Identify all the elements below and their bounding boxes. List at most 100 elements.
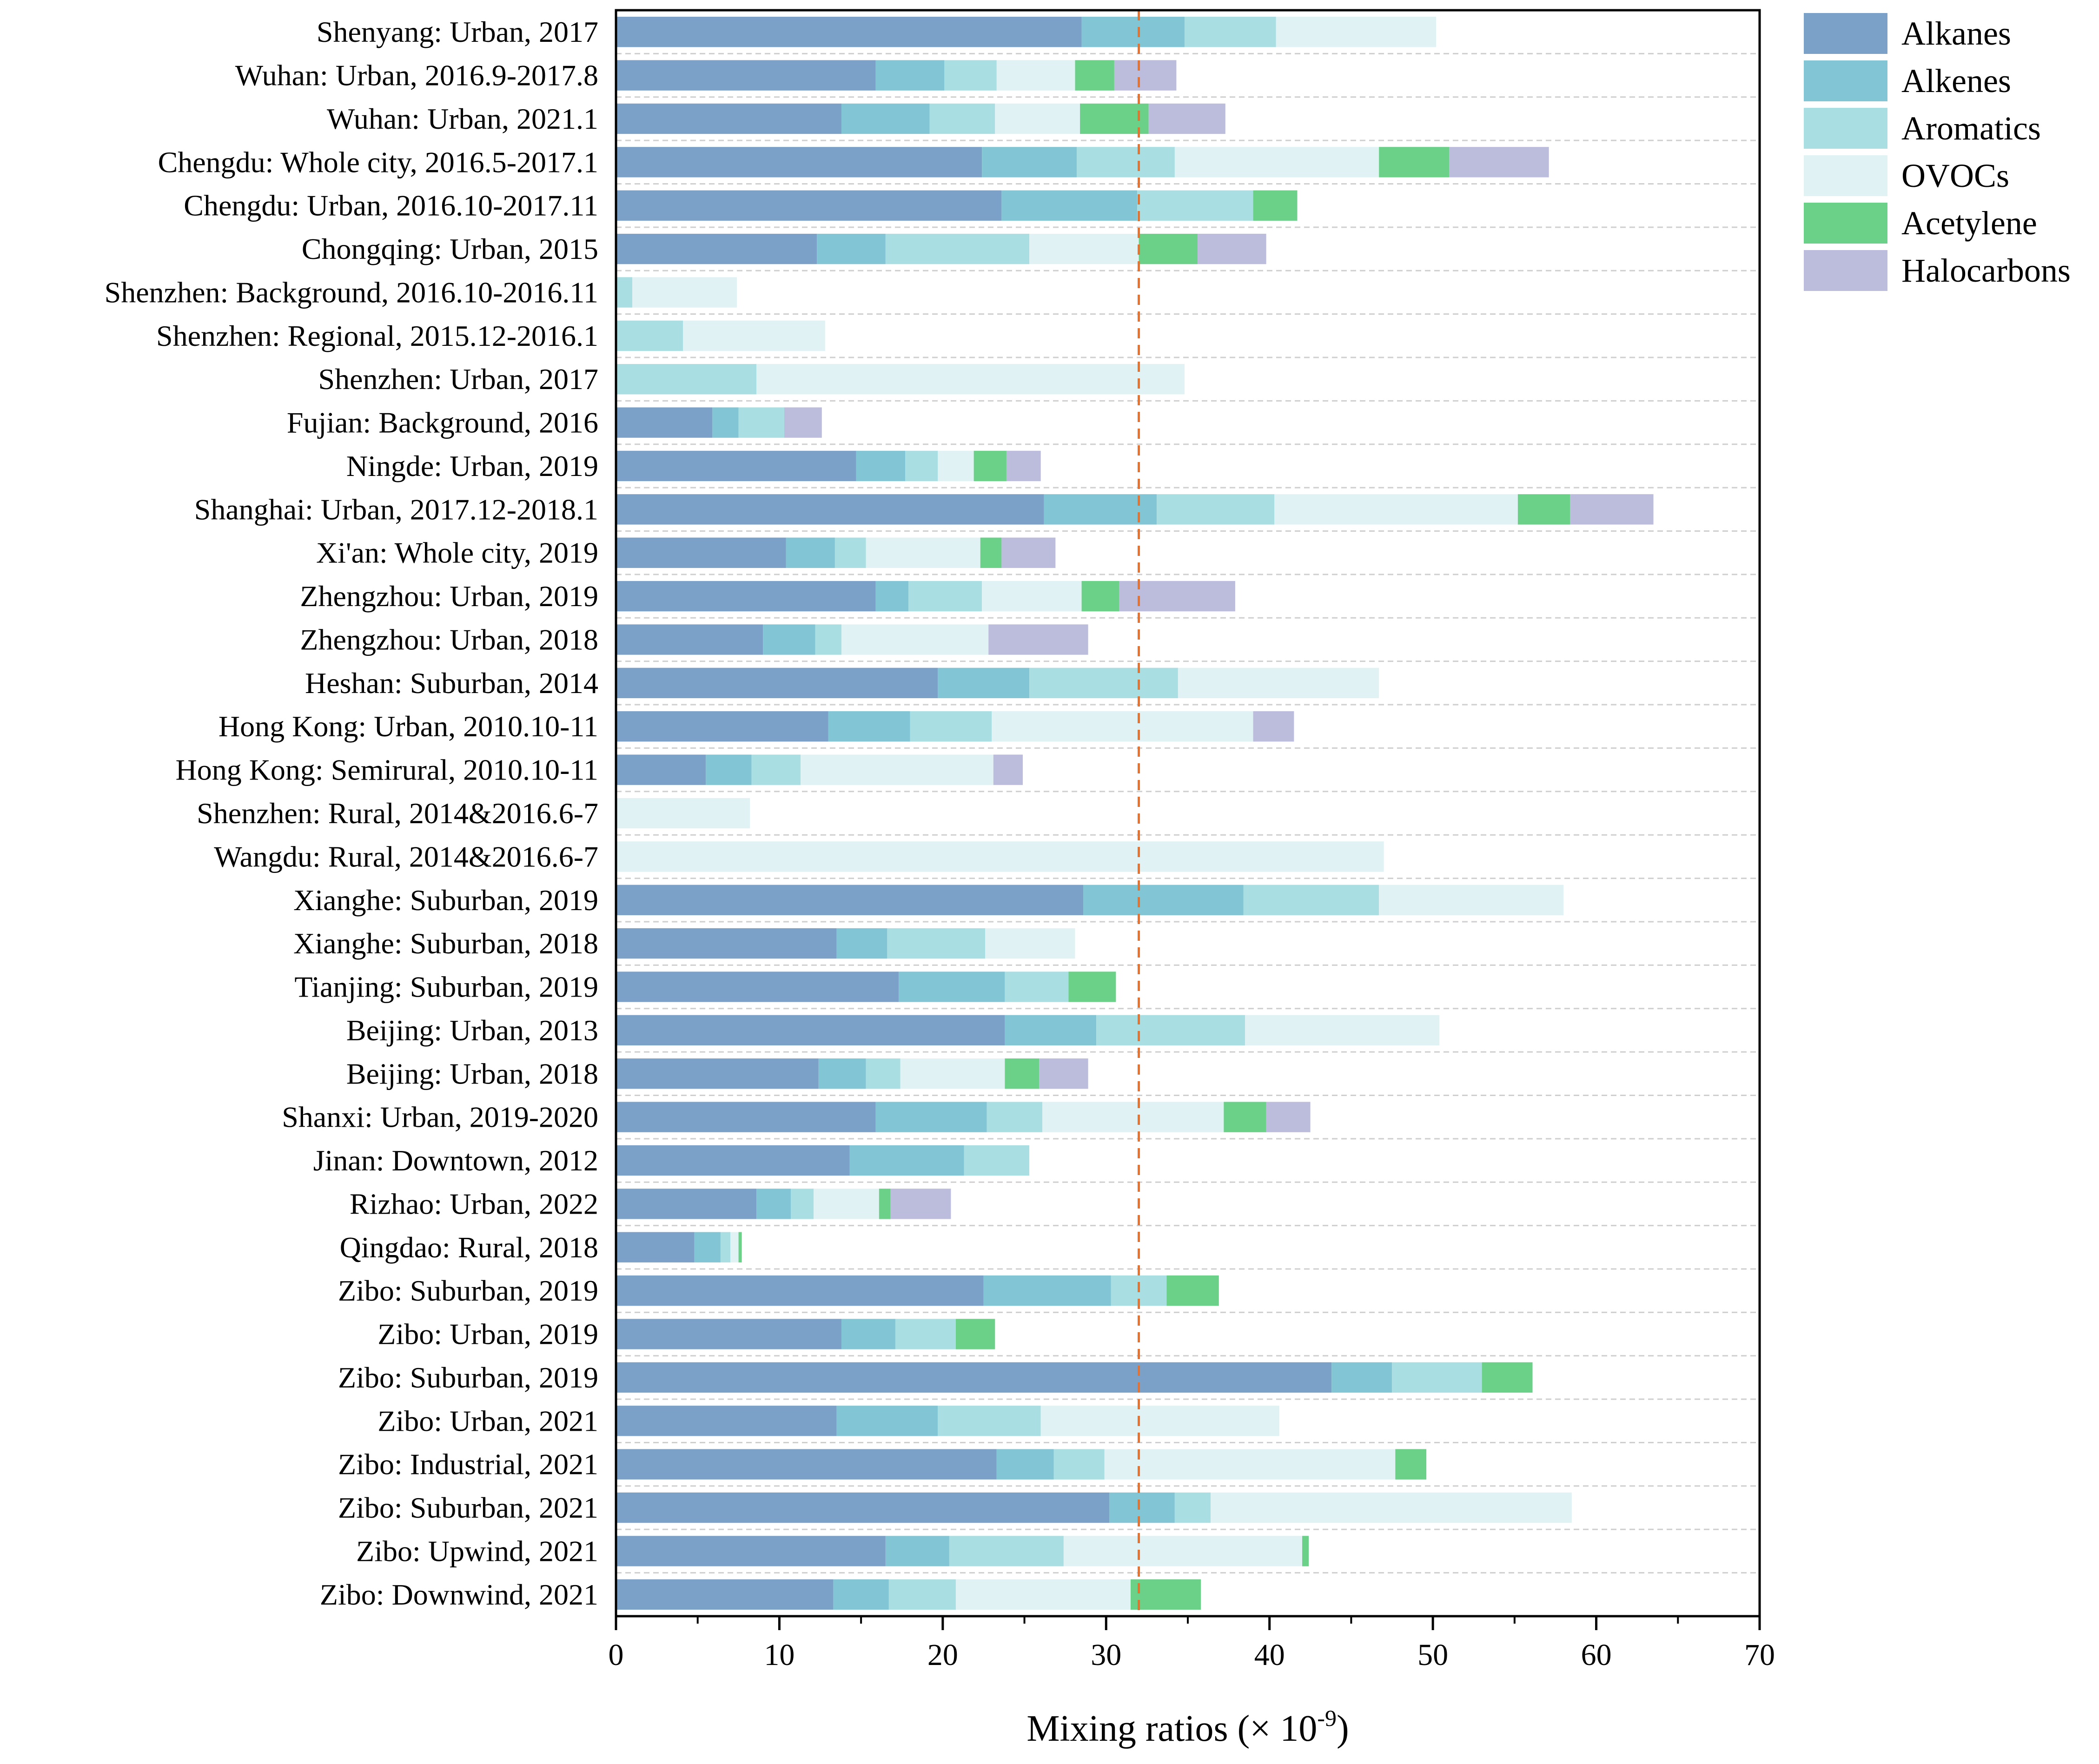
- bar-segment-aromatics: [1243, 885, 1379, 915]
- x-axis: 0 10 20 30 40 50 60 70: [609, 1616, 1775, 1672]
- category-label: Chengdu: Whole city, 2016.5-2017.1: [158, 145, 598, 178]
- bar-segment-ovocs: [1029, 233, 1139, 264]
- bar-segment-alkenes: [756, 1189, 791, 1219]
- category-label: Zibo: Suburban, 2019: [338, 1274, 598, 1307]
- bar-segment-acetylene: [973, 450, 1006, 482]
- bar-segment-halocarbons: [993, 754, 1023, 785]
- bar-segment-aromatics: [1053, 1449, 1105, 1480]
- bar-segment-aromatics: [944, 60, 997, 91]
- category-label: Chengdu: Urban, 2016.10-2017.11: [184, 189, 598, 222]
- bar-segment-ovocs: [1276, 17, 1437, 47]
- category-label: Shenzhen: Regional, 2015.12-2016.1: [156, 319, 598, 352]
- legend-label: Acetylene: [1901, 205, 2037, 242]
- category-label: Zibo: Upwind, 2021: [356, 1534, 598, 1567]
- bar-segment-alkanes: [616, 711, 828, 742]
- category-label: Beijing: Urban, 2013: [346, 1014, 598, 1047]
- category-label: Xi'an: Whole city, 2019: [316, 536, 598, 569]
- bar-segment-alkanes: [616, 1449, 997, 1480]
- bar-segment-ovocs: [866, 537, 980, 568]
- category-label: Zibo: Suburban, 2019: [338, 1361, 598, 1394]
- bar-segment-aromatics: [987, 1102, 1043, 1132]
- bar-segment-aromatics: [1029, 667, 1178, 699]
- bar-segment-alkanes: [616, 1015, 1005, 1046]
- bar-segment-aromatics: [720, 1232, 730, 1262]
- bar-segment-ovocs: [756, 364, 1185, 395]
- bar-segment-alkanes: [616, 754, 706, 785]
- bar-segment-ovocs: [730, 1232, 739, 1262]
- bar-segment-alkenes: [694, 1232, 721, 1262]
- category-label: Wuhan: Urban, 2021.1: [327, 102, 598, 135]
- bar-segment-alkanes: [616, 1058, 819, 1089]
- bar-segment-aromatics: [938, 1406, 1041, 1436]
- legend-swatch-alkenes: [1804, 60, 1887, 101]
- bar-segment-alkanes: [616, 971, 899, 1002]
- bar-segment-acetylene: [738, 1232, 742, 1262]
- bar-segment-alkenes: [841, 103, 930, 134]
- bar-segment-halocarbons: [1119, 581, 1235, 612]
- bar-segment-ovocs: [1063, 1536, 1302, 1566]
- bar-segment-aromatics: [815, 624, 841, 655]
- bar-segment-aromatics: [834, 537, 866, 568]
- x-tick-label: 40: [1254, 1638, 1285, 1672]
- bar-segment-alkanes: [616, 1362, 1332, 1393]
- bar-segment-ovocs: [1211, 1492, 1572, 1523]
- bar-segment-alkenes: [712, 407, 739, 438]
- bar-segment-alkanes: [616, 1406, 837, 1436]
- bar-segment-halocarbons: [1039, 1058, 1088, 1089]
- bar-segment-alkanes: [616, 233, 817, 264]
- category-label: Chongqing: Urban, 2015: [302, 232, 598, 265]
- bar-segment-alkenes: [836, 1406, 938, 1436]
- bar-segment-alkanes: [616, 450, 856, 482]
- bar-segment-aromatics: [616, 320, 683, 351]
- bar-segment-alkanes: [616, 494, 1044, 525]
- bar-segment-alkenes: [938, 667, 1030, 699]
- gridlines: [616, 53, 1760, 1574]
- bar-segment-alkanes: [616, 407, 713, 438]
- bar-segment-aromatics: [616, 364, 757, 395]
- category-label: Wangdu: Rural, 2014&2016.6-7: [214, 840, 598, 873]
- bar-segment-ovocs: [616, 798, 750, 829]
- bar-segment-alkenes: [1081, 17, 1185, 47]
- category-label: Zibo: Urban, 2019: [377, 1318, 598, 1351]
- bar-segment-ovocs: [1274, 494, 1518, 525]
- bar-segment-alkanes: [616, 885, 1084, 915]
- bar-segment-alkenes: [856, 450, 906, 482]
- category-label: Shenzhen: Rural, 2014&2016.6-7: [197, 797, 598, 830]
- bar-segment-alkenes: [763, 624, 815, 655]
- bar-segment-alkenes: [836, 928, 887, 959]
- bar-segment-alkanes: [616, 190, 1002, 221]
- bar-segment-aromatics: [885, 233, 1030, 264]
- bar-segment-ovocs: [616, 841, 1384, 872]
- bar-segment-halocarbons: [1570, 494, 1654, 525]
- x-tick-label: 70: [1744, 1638, 1775, 1672]
- bar-segment-alkanes: [616, 928, 837, 959]
- bar-segment-aromatics: [1137, 190, 1253, 221]
- bar-segment-ovocs: [632, 277, 737, 308]
- bar-segment-alkanes: [616, 1492, 1110, 1523]
- category-label: Tianjing: Suburban, 2019: [294, 971, 598, 1004]
- bar-segment-alkenes: [875, 581, 909, 612]
- bar-segment-acetylene: [1517, 494, 1570, 525]
- bar-segment-halocarbons: [1253, 711, 1294, 742]
- bar-segment-acetylene: [1080, 103, 1149, 134]
- bar-segment-ovocs: [982, 581, 1082, 612]
- x-axis-title: Mixing ratios (× 10-9): [1026, 1705, 1349, 1749]
- legend-label: Alkanes: [1901, 15, 2011, 52]
- category-label: Zibo: Urban, 2021: [377, 1404, 598, 1437]
- bar-segment-acetylene: [1005, 1058, 1040, 1089]
- category-label: Wuhan: Urban, 2016.9-2017.8: [235, 59, 598, 92]
- x-tick-label: 0: [609, 1638, 624, 1672]
- bar-segment-alkenes: [875, 60, 945, 91]
- x-tick-label: 20: [927, 1638, 958, 1672]
- legend-label: OVOCs: [1901, 157, 2009, 194]
- bar-segment-alkanes: [616, 147, 982, 178]
- bar-segment-alkenes: [706, 754, 752, 785]
- bar-segment-alkanes: [616, 1102, 876, 1132]
- bar-segment-ovocs: [1379, 885, 1564, 915]
- bar-segment-acetylene: [1081, 581, 1119, 612]
- bar-segment-ovocs: [1040, 1406, 1279, 1436]
- bar-segment-halocarbons: [784, 407, 822, 438]
- bar-segment-halocarbons: [988, 624, 1088, 655]
- bar-segment-alkanes: [616, 1189, 757, 1219]
- bar-segment-alkenes: [885, 1536, 949, 1566]
